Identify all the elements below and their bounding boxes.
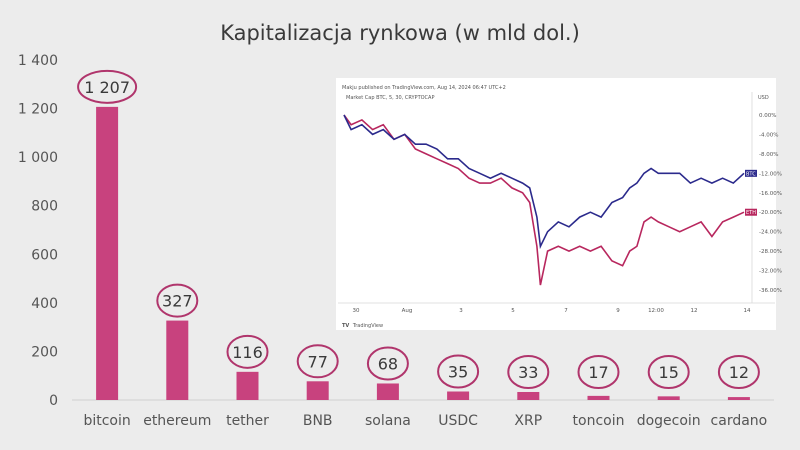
bar xyxy=(236,371,259,400)
inset-x-tick-label: 12 xyxy=(691,308,698,314)
tradingview-logo: TV TradingView xyxy=(342,323,383,329)
value-circle xyxy=(507,354,550,389)
y-tick-label: 1 200 xyxy=(18,102,58,118)
value-label: 77 xyxy=(308,352,328,371)
inset-y-tick-label: -16.00% xyxy=(759,191,782,197)
inset-y-tick-label: -8.00% xyxy=(759,152,778,158)
inset-y-tick-label: -12.00% xyxy=(759,171,782,177)
value-circle xyxy=(717,355,760,389)
value-circle xyxy=(226,334,269,369)
value-circle xyxy=(577,355,620,389)
inset-x-tick-label: 12:00 xyxy=(648,308,664,314)
bar xyxy=(306,381,329,400)
value-label: 1 207 xyxy=(84,78,130,97)
inset-x-tick-label: Aug xyxy=(402,308,413,314)
btc-end-tag: BTC xyxy=(745,169,757,177)
category-label: tether xyxy=(226,413,269,429)
inset-y-axis: 0.00% -4.00% -8.00% -12.00% -16.00% -20.00% -2… xyxy=(759,113,782,294)
inset-currency: USD xyxy=(758,95,769,101)
category-label: dogecoin xyxy=(637,413,701,429)
inset-x-tick-label: 5 xyxy=(511,308,515,314)
inset-x-tick-label: 14 xyxy=(744,308,751,314)
value-label: 327 xyxy=(162,292,193,311)
value-label: 33 xyxy=(518,363,538,382)
category-label: solana xyxy=(365,413,411,429)
inset-y-tick-label: -32.00% xyxy=(759,269,782,275)
inset-symbol: Market Cap BTC, 5, 30, CRYPTOCAP xyxy=(346,95,435,101)
bar xyxy=(376,383,399,400)
value-label: 68 xyxy=(378,354,398,373)
inset-y-tick-label: -28.00% xyxy=(759,249,782,255)
chart-title: Kapitalizacja rynkowa (w mld dol.) xyxy=(220,21,580,45)
value-label: 116 xyxy=(232,343,263,362)
y-axis: 0 200 400 600 800 1 000 1 200 1 400 xyxy=(18,53,58,409)
inset-x-tick-label: 7 xyxy=(564,308,568,314)
y-tick-label: 400 xyxy=(31,296,58,312)
inset-y-tick-label: -20.00% xyxy=(759,210,782,216)
y-tick-label: 1 400 xyxy=(18,53,58,69)
value-circle xyxy=(647,355,690,389)
eth-series-line xyxy=(343,114,745,286)
category-label: bitcoin xyxy=(83,413,130,429)
value-label: 12 xyxy=(729,363,749,382)
inset-y-tick-label: -24.00% xyxy=(759,230,782,236)
y-tick-label: 1 000 xyxy=(18,150,58,166)
inset-x-tick-label: 3 xyxy=(459,308,463,314)
bar xyxy=(447,391,470,400)
value-circle xyxy=(77,69,138,104)
y-tick-label: 0 xyxy=(49,393,58,409)
y-tick-label: 800 xyxy=(31,199,58,215)
svg-text:BTC: BTC xyxy=(746,171,756,177)
value-circle xyxy=(156,283,199,318)
value-circle xyxy=(366,346,409,381)
tradingview-inset: Makju published on TradingView.com, Aug … xyxy=(336,78,782,330)
svg-text:ETH: ETH xyxy=(746,210,756,216)
value-circle xyxy=(296,344,339,379)
value-label: 35 xyxy=(448,363,468,382)
inset-x-tick-label: 30 xyxy=(353,308,360,314)
value-circle xyxy=(437,354,480,389)
category-label: USDC xyxy=(438,413,478,429)
btc-series-line xyxy=(343,114,745,250)
bar xyxy=(166,320,189,400)
category-label: XRP xyxy=(514,413,542,429)
bar xyxy=(587,395,610,400)
bar xyxy=(517,391,540,400)
inset-header: Makju published on TradingView.com, Aug … xyxy=(342,85,506,91)
bar xyxy=(657,396,680,400)
category-label: toncoin xyxy=(573,413,625,429)
value-label: 17 xyxy=(588,363,608,382)
category-label: cardano xyxy=(711,413,768,429)
category-label: BNB xyxy=(303,413,333,429)
category-label: ethereum xyxy=(143,413,211,429)
inset-y-tick-label: -4.00% xyxy=(759,132,778,138)
inset-y-tick-label: -36.00% xyxy=(759,288,782,294)
eth-end-tag: ETH xyxy=(745,208,757,216)
bar xyxy=(96,106,119,400)
bar xyxy=(727,397,750,400)
value-label: 15 xyxy=(659,363,679,382)
x-tick-labels: bitcoin ethereum tether BNB solana USDC XRP ton… xyxy=(83,413,767,429)
inset-x-axis: 30 Aug 3 5 7 9 12:00 12 14 xyxy=(353,308,751,314)
inset-x-tick-label: 9 xyxy=(616,308,620,314)
inset-y-tick-label: 0.00% xyxy=(759,113,776,119)
inset-background xyxy=(336,78,776,330)
y-tick-label: 200 xyxy=(31,344,58,360)
y-tick-label: 600 xyxy=(31,247,58,263)
